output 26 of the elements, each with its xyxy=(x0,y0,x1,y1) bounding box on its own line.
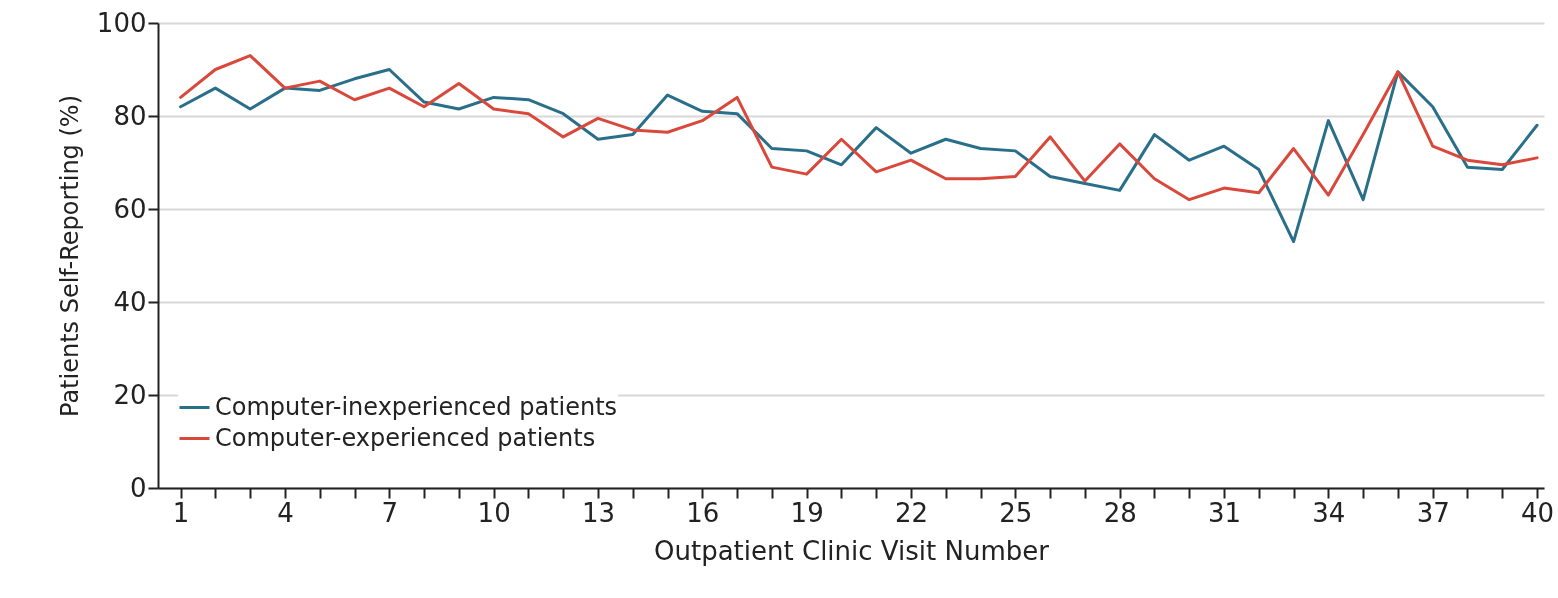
x-tick-label: 25 xyxy=(999,497,1033,528)
x-tick-label: 34 xyxy=(1312,497,1346,528)
x-tick-label: 22 xyxy=(894,497,929,528)
x-tick-label: 13 xyxy=(581,497,616,528)
x-tick-label: 31 xyxy=(1207,497,1242,528)
y-tick-label: 80 xyxy=(113,100,147,131)
y-tick-label: 40 xyxy=(113,286,147,317)
x-axis-title: Outpatient Clinic Visit Number xyxy=(654,535,1050,566)
y-tick-label: 0 xyxy=(129,472,147,503)
x-tick-label: 16 xyxy=(686,497,720,528)
y-tick-label: 100 xyxy=(96,7,147,38)
x-tick-label: 40 xyxy=(1521,497,1555,528)
x-tick-label: 10 xyxy=(477,497,511,528)
x-tick-label: 37 xyxy=(1416,497,1450,528)
y-tick-label: 60 xyxy=(113,193,147,224)
x-tick-label: 1 xyxy=(172,497,190,528)
line-series xyxy=(179,68,1539,244)
y-tick-label: 20 xyxy=(113,379,147,410)
legend-label: Computer-inexperienced patients xyxy=(215,392,618,421)
x-tick-label: 28 xyxy=(1103,497,1137,528)
legend-label: Computer-experienced patients xyxy=(215,423,596,452)
y-axis-title: Patients Self-Reporting (%) xyxy=(55,95,84,417)
x-tick-label: 7 xyxy=(381,497,399,528)
line-series xyxy=(179,54,1539,202)
x-tick-label: 19 xyxy=(790,497,824,528)
x-tick-label: 4 xyxy=(277,497,294,528)
